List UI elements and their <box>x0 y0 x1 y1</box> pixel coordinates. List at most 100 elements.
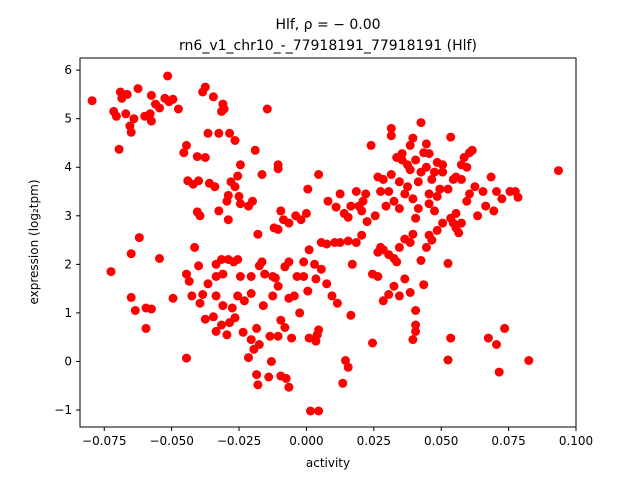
data-point <box>230 136 240 145</box>
data-point <box>195 298 205 308</box>
data-point <box>304 333 314 343</box>
data-point <box>257 170 267 179</box>
data-point <box>253 380 263 390</box>
data-point <box>500 323 510 333</box>
axes-frame <box>79 57 577 428</box>
data-point <box>145 109 155 119</box>
data-point <box>408 335 418 345</box>
data-point <box>211 272 221 281</box>
data-point <box>264 372 274 382</box>
data-point <box>438 218 448 228</box>
data-point <box>411 320 421 330</box>
data-point <box>233 291 243 301</box>
y-tick-label: 6 <box>64 63 72 77</box>
data-point <box>230 182 240 192</box>
data-point <box>481 201 491 211</box>
data-point <box>416 118 426 128</box>
data-point <box>126 292 136 302</box>
data-point <box>246 335 256 345</box>
data-point <box>483 333 493 343</box>
data-point <box>346 201 356 211</box>
data-point <box>134 233 144 243</box>
data-point <box>281 373 291 383</box>
data-point <box>389 281 399 291</box>
x-axis-label: activity <box>306 456 350 470</box>
data-point <box>494 367 504 377</box>
data-point <box>419 280 429 290</box>
data-point <box>214 206 224 216</box>
y-tick-label: 2 <box>64 257 72 271</box>
data-point <box>218 269 228 279</box>
data-point <box>173 104 183 114</box>
x-tick-label: 0.050 <box>424 434 458 448</box>
data-point <box>454 228 464 238</box>
data-point <box>87 96 97 106</box>
y-tick-label: −1 <box>54 403 72 417</box>
data-point <box>203 279 213 289</box>
data-point <box>397 149 407 159</box>
data-point <box>223 215 233 225</box>
data-point <box>411 155 421 165</box>
data-point <box>392 257 402 267</box>
data-point <box>182 353 191 363</box>
data-point <box>262 104 272 114</box>
data-point <box>287 333 297 343</box>
data-point <box>111 111 121 121</box>
data-point <box>121 109 131 119</box>
data-point <box>214 128 224 138</box>
data-point <box>198 290 208 299</box>
data-point <box>411 213 421 223</box>
data-point <box>408 133 418 143</box>
data-point <box>187 291 197 301</box>
data-point <box>303 184 313 194</box>
data-point <box>346 310 356 320</box>
data-point <box>265 331 275 341</box>
data-point <box>316 264 326 274</box>
data-point <box>384 187 394 196</box>
data-point <box>335 238 345 247</box>
data-point <box>249 344 259 354</box>
data-point <box>438 160 448 170</box>
data-point <box>289 291 299 301</box>
data-point <box>427 235 437 245</box>
data-point <box>497 194 507 204</box>
data-point <box>343 362 353 372</box>
data-point <box>424 189 434 199</box>
data-point <box>438 167 448 177</box>
data-point <box>284 257 294 267</box>
data-point <box>470 182 480 192</box>
data-point <box>126 127 136 137</box>
data-point <box>252 323 262 333</box>
data-point <box>403 182 412 192</box>
data-point <box>273 224 283 234</box>
data-point <box>400 274 410 284</box>
data-point <box>366 140 376 150</box>
data-point <box>421 242 431 252</box>
data-point <box>424 199 434 209</box>
data-point <box>306 406 315 416</box>
data-point <box>362 217 372 227</box>
data-point <box>130 306 140 315</box>
data-point <box>335 189 345 199</box>
data-point <box>322 239 332 249</box>
chart-title: Hlf, ρ = − 0.00 <box>275 17 380 33</box>
data-point <box>253 229 263 239</box>
y-tick-label: 5 <box>64 112 72 126</box>
data-point <box>413 177 423 187</box>
data-point <box>168 94 178 104</box>
data-point <box>200 82 210 92</box>
data-point <box>194 261 204 271</box>
data-point <box>456 218 466 228</box>
data-point <box>524 356 534 365</box>
data-point <box>252 370 262 380</box>
data-point <box>378 174 388 184</box>
data-point <box>389 196 399 206</box>
data-point <box>405 288 415 297</box>
data-point <box>456 160 466 170</box>
data-point <box>276 315 286 325</box>
data-point <box>554 166 563 176</box>
data-point <box>230 313 240 323</box>
data-point <box>413 204 423 213</box>
y-tick-label: 4 <box>64 160 72 174</box>
data-point <box>343 212 353 222</box>
